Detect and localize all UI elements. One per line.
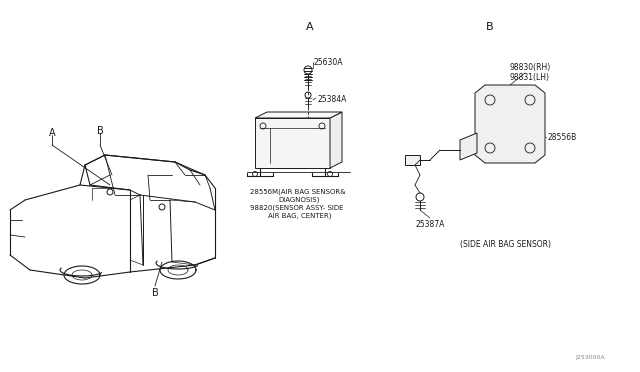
Text: 98830(RH): 98830(RH)	[510, 63, 551, 72]
Text: 98820(SENSOR ASSY- SIDE: 98820(SENSOR ASSY- SIDE	[250, 204, 344, 211]
Polygon shape	[255, 118, 330, 168]
Text: 28556M(AIR BAG SENSOR&: 28556M(AIR BAG SENSOR&	[250, 188, 346, 195]
Text: 25630A: 25630A	[314, 58, 344, 67]
Text: 98831(LH): 98831(LH)	[510, 73, 550, 82]
Text: 25384A: 25384A	[318, 95, 348, 104]
Bar	[405, 155, 420, 165]
Bar	[490, 115, 530, 140]
Polygon shape	[475, 85, 545, 163]
Text: A: A	[306, 22, 314, 32]
Text: DIAGNOSIS): DIAGNOSIS)	[278, 196, 319, 202]
Polygon shape	[460, 133, 477, 160]
Text: A: A	[49, 128, 55, 138]
Text: AIR BAG, CENTER): AIR BAG, CENTER)	[268, 212, 332, 218]
Polygon shape	[255, 112, 342, 118]
Text: B: B	[97, 126, 104, 136]
Text: 28556B: 28556B	[548, 133, 577, 142]
Text: B: B	[152, 288, 158, 298]
Text: B: B	[486, 22, 494, 32]
Text: (SIDE AIR BAG SENSOR): (SIDE AIR BAG SENSOR)	[460, 240, 551, 249]
Polygon shape	[330, 112, 342, 168]
Text: J253000A: J253000A	[575, 355, 605, 360]
Text: 25387A: 25387A	[415, 220, 445, 229]
